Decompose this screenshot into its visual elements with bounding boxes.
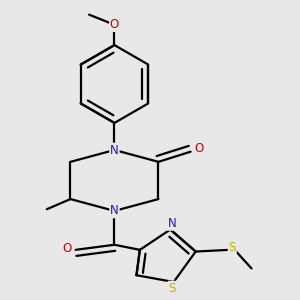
Text: O: O bbox=[110, 18, 119, 31]
Text: N: N bbox=[110, 204, 119, 218]
Text: N: N bbox=[110, 143, 119, 157]
Text: N: N bbox=[168, 217, 176, 230]
Text: S: S bbox=[168, 282, 176, 295]
Text: O: O bbox=[194, 142, 204, 155]
Text: S: S bbox=[229, 241, 236, 254]
Text: O: O bbox=[62, 242, 72, 255]
